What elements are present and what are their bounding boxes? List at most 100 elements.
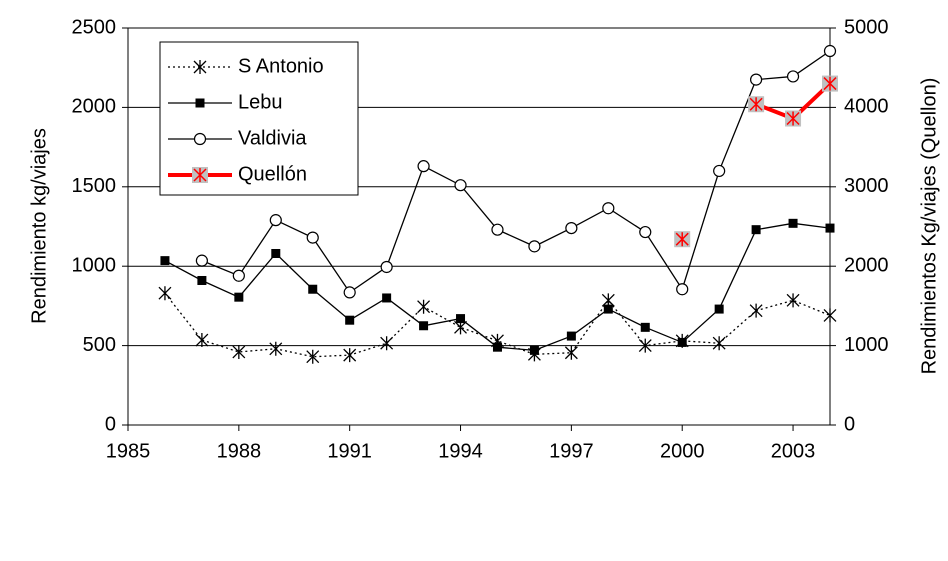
x-tick-label: 1988 xyxy=(217,440,262,462)
marker-shape xyxy=(382,293,392,303)
marker-shape xyxy=(380,260,393,274)
marker-shape xyxy=(565,221,578,235)
marker-shape xyxy=(677,337,687,347)
marker xyxy=(308,284,318,294)
marker xyxy=(195,254,208,267)
marker-shape xyxy=(823,308,837,323)
marker-shape xyxy=(454,179,467,192)
marker xyxy=(640,322,650,332)
marker xyxy=(638,338,652,353)
marker-shape xyxy=(269,214,282,227)
marker xyxy=(748,96,765,113)
y-tick-label: 1000 xyxy=(72,254,117,276)
marker-shape xyxy=(751,225,761,235)
marker-shape xyxy=(193,132,207,146)
y2-tick-label: 0 xyxy=(844,413,855,435)
marker xyxy=(713,164,726,178)
marker xyxy=(306,349,320,364)
marker-shape xyxy=(306,231,319,244)
marker xyxy=(602,202,615,215)
marker-shape xyxy=(528,240,541,253)
marker xyxy=(269,214,282,227)
legend-label: Quellón xyxy=(238,163,307,185)
marker-shape xyxy=(603,304,613,314)
legend-label: S Antonio xyxy=(238,55,324,77)
marker xyxy=(786,293,800,308)
marker xyxy=(714,304,724,314)
marker xyxy=(749,303,763,318)
marker-shape xyxy=(158,286,172,301)
marker xyxy=(676,283,689,296)
marker-shape xyxy=(786,111,800,126)
marker-shape xyxy=(788,218,798,228)
marker-shape xyxy=(195,333,209,348)
marker xyxy=(492,342,502,352)
y2-axis-label: Rendimientos Kg/viajes (Quellon) xyxy=(918,78,940,375)
marker xyxy=(271,248,281,258)
marker xyxy=(306,231,319,244)
legend-label: Valdivia xyxy=(238,127,307,149)
marker xyxy=(343,286,356,299)
y-tick-label: 2000 xyxy=(72,96,117,118)
marker-shape xyxy=(492,342,502,352)
marker xyxy=(564,345,578,360)
marker xyxy=(785,110,802,127)
marker xyxy=(528,240,541,253)
marker xyxy=(417,160,430,173)
marker-shape xyxy=(786,70,800,83)
y-axis-label: Rendimiento kg/viajes xyxy=(28,128,50,324)
marker-shape xyxy=(529,345,539,355)
y-tick-label: 0 xyxy=(105,413,116,435)
y2-tick-label: 5000 xyxy=(844,16,889,38)
marker xyxy=(491,223,504,236)
marker-shape xyxy=(195,98,205,108)
legend-label: Lebu xyxy=(238,91,283,113)
marker xyxy=(566,331,576,341)
marker-shape xyxy=(602,202,615,215)
marker xyxy=(677,337,687,347)
marker-shape xyxy=(714,304,724,314)
marker-shape xyxy=(749,97,763,112)
marker xyxy=(195,98,205,108)
marker xyxy=(193,60,207,74)
marker xyxy=(417,299,431,314)
y2-tick-label: 1000 xyxy=(844,334,889,356)
marker-shape xyxy=(825,223,835,233)
marker-shape xyxy=(491,223,504,236)
marker-shape xyxy=(195,254,208,267)
marker-shape xyxy=(197,275,207,285)
marker xyxy=(158,286,172,301)
x-tick-label: 2003 xyxy=(771,440,816,462)
marker xyxy=(454,179,467,192)
marker xyxy=(825,223,835,233)
marker-shape xyxy=(232,269,245,282)
marker-shape xyxy=(750,73,763,86)
marker xyxy=(603,304,613,314)
y-tick-label: 500 xyxy=(83,334,116,356)
marker-shape xyxy=(308,284,318,294)
marker-shape xyxy=(823,44,837,58)
marker xyxy=(195,333,209,348)
marker-shape xyxy=(269,341,283,356)
marker-shape xyxy=(193,168,207,182)
marker xyxy=(345,315,355,325)
marker-shape xyxy=(417,299,431,314)
marker xyxy=(786,70,800,83)
marker xyxy=(823,44,837,58)
marker-shape xyxy=(234,292,244,302)
y2-tick-label: 3000 xyxy=(844,175,889,197)
marker-shape xyxy=(160,256,170,266)
marker xyxy=(160,256,170,266)
marker-shape xyxy=(639,225,652,239)
marker-shape xyxy=(456,314,466,324)
marker xyxy=(823,308,837,323)
marker-shape xyxy=(306,349,320,364)
marker-shape xyxy=(749,303,763,318)
marker-shape xyxy=(343,286,356,299)
marker-shape xyxy=(345,315,355,325)
marker xyxy=(232,269,245,282)
marker-shape xyxy=(193,60,207,74)
series-line xyxy=(164,222,831,352)
marker xyxy=(456,314,466,324)
